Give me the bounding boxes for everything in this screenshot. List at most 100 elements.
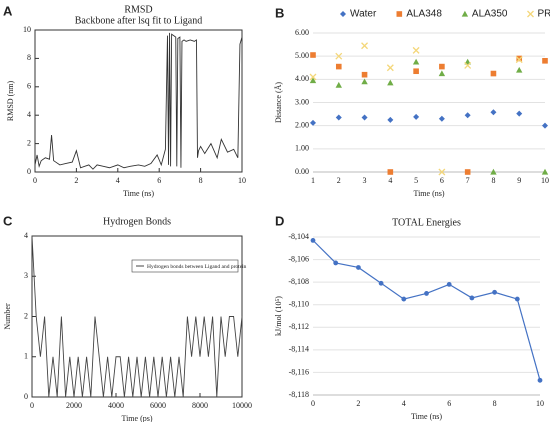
x-tick-label: 3 xyxy=(363,176,367,185)
point xyxy=(464,112,471,119)
point xyxy=(401,296,407,302)
plot-frame xyxy=(34,29,243,173)
chart-title: RMSD xyxy=(124,4,152,15)
point xyxy=(333,260,339,266)
point xyxy=(335,81,342,88)
x-tick-label: 7 xyxy=(466,176,470,185)
chart-title: TOTAL Energies xyxy=(392,217,461,228)
point xyxy=(309,73,317,81)
point xyxy=(438,70,446,77)
point xyxy=(541,168,549,175)
point xyxy=(516,55,523,62)
y-tick-label: 5.00 xyxy=(295,51,309,60)
point xyxy=(542,122,548,129)
x-tick-label: 6 xyxy=(440,176,444,185)
y-tick-label: 6.00 xyxy=(295,28,309,37)
panel-label: B xyxy=(275,5,284,20)
y-tick-label: 10 xyxy=(23,25,31,34)
y-tick-label: -8,114 xyxy=(289,345,309,354)
point xyxy=(310,237,316,243)
x-tick-label: 2000 xyxy=(66,401,82,410)
panel-label: C xyxy=(3,213,13,228)
point xyxy=(515,56,523,64)
y-tick-label: -8,112 xyxy=(289,322,309,331)
y-tick-label: -8,106 xyxy=(288,254,309,263)
point xyxy=(537,377,543,383)
legend-box xyxy=(131,259,239,273)
point xyxy=(335,63,342,70)
y-tick-label: 0 xyxy=(27,167,31,176)
legend-label: ALA350 xyxy=(472,9,508,20)
series-line xyxy=(312,239,541,381)
y-axis-label: kJ/mol (10⁵) xyxy=(274,296,283,336)
x-tick-label: 4000 xyxy=(108,401,124,410)
legend-marker xyxy=(396,11,403,17)
point xyxy=(310,119,316,126)
x-tick-label: 0 xyxy=(30,401,34,410)
point xyxy=(516,110,523,117)
point xyxy=(387,169,394,175)
series-line xyxy=(31,235,243,398)
point xyxy=(492,289,497,295)
point xyxy=(490,109,497,116)
point xyxy=(516,66,523,73)
legend-marker xyxy=(527,10,534,18)
y-tick-label: 0 xyxy=(24,392,28,401)
y-tick-label: 4.00 xyxy=(295,74,309,83)
y-tick-label: 4 xyxy=(24,231,28,240)
point xyxy=(387,116,394,123)
point xyxy=(378,280,384,286)
point xyxy=(412,46,420,54)
x-tick-label: 2 xyxy=(356,399,360,408)
point xyxy=(361,114,368,121)
point xyxy=(356,265,361,270)
y-tick-label: 2 xyxy=(24,311,28,320)
point xyxy=(490,70,497,77)
chart-title: Hydrogen Bonds xyxy=(103,216,171,227)
x-tick-label: 5 xyxy=(414,176,418,185)
y-tick-label: -8,110 xyxy=(289,300,309,309)
point xyxy=(310,52,316,58)
point xyxy=(361,42,369,50)
point xyxy=(335,114,342,121)
x-axis-label: Time (ns) xyxy=(411,412,442,421)
x-tick-label: 6000 xyxy=(150,401,166,410)
x-tick-label: 4 xyxy=(402,399,406,408)
y-tick-label: 6 xyxy=(27,82,31,91)
point xyxy=(361,71,368,78)
y-tick-label: 4 xyxy=(27,110,31,119)
point xyxy=(335,52,343,60)
point xyxy=(469,295,475,301)
x-tick-label: 10000 xyxy=(232,401,252,410)
x-tick-label: 8 xyxy=(493,399,497,408)
y-tick-label: 2 xyxy=(27,138,31,147)
point xyxy=(413,113,420,120)
point xyxy=(387,79,394,86)
y-tick-label: 0.00 xyxy=(295,167,309,176)
legend-label: ALA348 xyxy=(406,9,442,20)
x-tick-label: 0 xyxy=(311,399,315,408)
legend-label: Hydrogen bonds between Ligand and protei… xyxy=(147,264,247,270)
point xyxy=(446,282,452,287)
x-tick-label: 0 xyxy=(33,176,37,185)
legend-label: Water xyxy=(350,9,377,20)
point xyxy=(439,63,445,70)
point xyxy=(309,77,317,84)
panel-label: D xyxy=(275,213,284,228)
y-tick-label: 1 xyxy=(24,352,28,361)
y-tick-label: -8,104 xyxy=(288,232,309,241)
y-tick-label: 3.00 xyxy=(295,97,309,106)
x-tick-label: 6 xyxy=(157,176,161,185)
point xyxy=(490,168,497,175)
point xyxy=(542,58,548,64)
x-tick-label: 10 xyxy=(238,176,246,185)
y-tick-label: -8,118 xyxy=(289,390,309,399)
point xyxy=(438,168,446,176)
x-tick-label: 8 xyxy=(491,176,495,185)
x-tick-label: 10 xyxy=(536,399,544,408)
point xyxy=(464,169,471,175)
x-axis-label: Time (ns) xyxy=(123,189,154,198)
point xyxy=(412,58,420,65)
x-tick-label: 4 xyxy=(388,176,392,185)
point xyxy=(514,296,520,302)
